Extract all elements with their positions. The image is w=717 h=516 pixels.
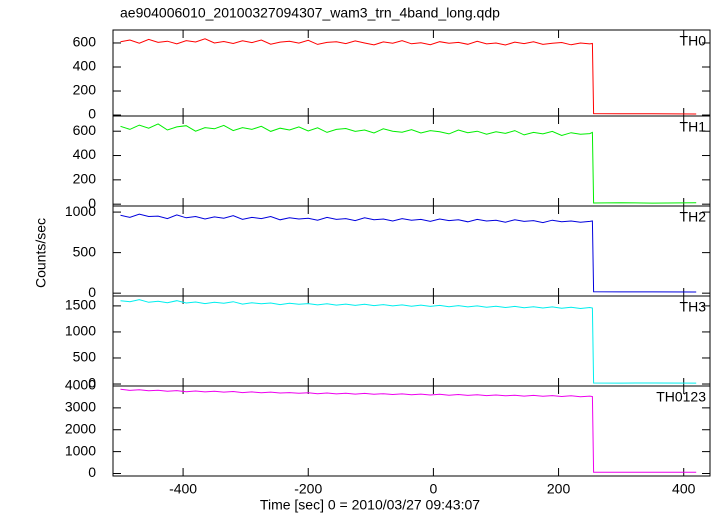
data-line	[120, 388, 697, 473]
data-line	[120, 299, 697, 384]
panel-label: TH0	[680, 33, 707, 49]
y-tick-label: 600	[73, 122, 97, 138]
panel-label: TH1	[680, 119, 707, 135]
y-tick-label: 2000	[65, 420, 96, 436]
y-tick-label: 1000	[65, 323, 96, 339]
data-line	[120, 123, 697, 204]
y-tick-label: 0	[88, 284, 96, 300]
y-tick-label: 1000	[65, 442, 96, 458]
x-tick-label: -400	[169, 481, 197, 497]
data-line	[120, 38, 697, 115]
y-tick-label: 0	[88, 106, 96, 122]
y-tick-label: 1500	[65, 297, 96, 313]
panel-frame	[112, 295, 711, 387]
y-tick-label: 400	[73, 146, 97, 162]
data-line	[120, 213, 697, 293]
x-tick-label: -200	[294, 481, 322, 497]
panel-frame	[112, 29, 711, 117]
x-axis-label: Time [sec] 0 = 2010/03/27 09:43:07	[260, 497, 480, 513]
y-axis-label: Counts/sec	[33, 218, 49, 288]
y-tick-label: 4000	[65, 377, 96, 393]
x-tick-label: 400	[672, 481, 696, 497]
y-tick-label: 600	[73, 34, 97, 50]
x-tick-label: 0	[430, 481, 438, 497]
panel-label: TH3	[680, 299, 707, 315]
y-tick-label: 400	[73, 58, 97, 74]
panel-frame	[112, 205, 711, 297]
y-tick-label: 1000	[65, 203, 96, 219]
y-tick-label: 200	[73, 171, 97, 187]
y-tick-label: 0	[88, 195, 96, 211]
y-tick-label: 500	[73, 349, 97, 365]
y-tick-label: 3000	[65, 399, 96, 415]
y-tick-label: 200	[73, 82, 97, 98]
y-tick-label: 500	[73, 243, 97, 259]
y-tick-label: 0	[88, 464, 96, 480]
panel-frame	[112, 385, 711, 477]
y-tick-label: 0	[88, 375, 96, 391]
x-tick-label: 200	[547, 481, 571, 497]
panel-label: TH2	[680, 209, 707, 225]
chart-title: ae904006010_20100327094307_wam3_trn_4ban…	[120, 5, 500, 21]
panel-label: TH0123	[656, 389, 706, 405]
